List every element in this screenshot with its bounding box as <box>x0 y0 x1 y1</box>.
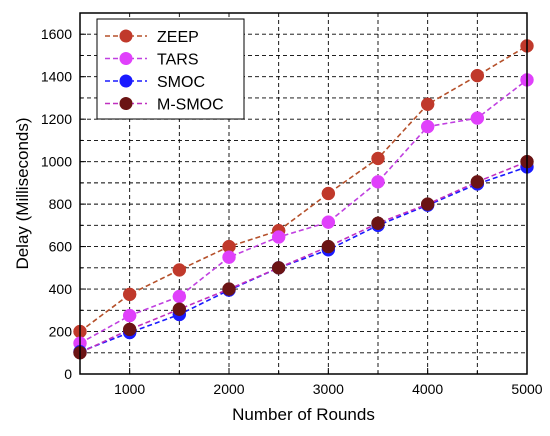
data-point <box>271 230 286 244</box>
data-point <box>420 97 435 112</box>
tick-labels: 1000 2000 3000 4000 5000 0 200 400 600 800 1000 120… <box>41 26 543 397</box>
y-tick-label: 0 <box>64 366 72 382</box>
legend-entry: SMOC <box>105 74 205 91</box>
y-tick-label: 1400 <box>41 69 72 85</box>
data-point <box>222 282 236 296</box>
series-smoc <box>73 160 534 359</box>
y-tick-label: 1600 <box>41 26 72 42</box>
x-tick-label: 2000 <box>213 381 244 397</box>
legend-label: TARS <box>157 52 198 69</box>
x-tick-label: 1000 <box>114 381 145 397</box>
y-tick-label: 200 <box>49 324 73 340</box>
legend: ZEEP TARS SMOC M-SMOC <box>96 18 245 120</box>
series-line <box>79 160 528 354</box>
data-point <box>172 289 187 304</box>
legend-label: ZEEP <box>157 29 199 46</box>
y-tick-label: 800 <box>49 196 73 212</box>
data-point <box>321 186 336 201</box>
data-point <box>271 261 286 275</box>
series-tars <box>73 73 534 350</box>
legend-entry: M-SMOC <box>105 97 224 114</box>
data-point <box>122 308 137 323</box>
x-tick-label: 4000 <box>412 381 443 397</box>
legend-label: SMOC <box>157 74 205 91</box>
y-tick-label: 400 <box>49 281 73 297</box>
legend-entry: TARS <box>105 52 198 69</box>
series-m-smoc <box>73 154 534 360</box>
series-line <box>79 45 528 333</box>
grid-lines <box>80 13 527 374</box>
legend-marker <box>119 74 133 88</box>
data-point <box>222 250 236 264</box>
legend-label: M-SMOC <box>157 97 224 114</box>
plot-frame <box>79 12 528 375</box>
data-point <box>470 175 485 189</box>
series-layer <box>73 39 534 360</box>
data-point <box>321 239 336 254</box>
x-tick-label: 3000 <box>313 381 344 397</box>
legend-marker <box>119 52 133 65</box>
legend-entry: ZEEP <box>105 29 199 46</box>
x-axis-label: Number of Rounds <box>232 405 375 424</box>
data-point <box>470 68 485 83</box>
series-line <box>79 166 528 353</box>
data-point <box>371 175 385 189</box>
legend-marker <box>119 97 133 110</box>
series-line <box>79 79 528 344</box>
x-tick-label: 5000 <box>511 381 542 397</box>
data-point <box>371 151 385 166</box>
y-axis-label: Delay (Milliseconds) <box>13 117 32 269</box>
y-tick-label: 600 <box>49 239 73 255</box>
data-point <box>172 263 187 277</box>
y-tick-label: 1000 <box>41 154 72 170</box>
data-point <box>420 119 435 134</box>
legend-marker <box>119 29 133 43</box>
data-point <box>420 197 435 211</box>
data-point <box>122 322 137 337</box>
data-point <box>321 215 336 229</box>
data-point <box>470 111 485 125</box>
y-tick-label: 1200 <box>41 111 72 127</box>
data-point <box>371 216 385 230</box>
data-point <box>122 287 137 302</box>
data-point <box>172 302 187 316</box>
series-zeep <box>73 39 534 339</box>
